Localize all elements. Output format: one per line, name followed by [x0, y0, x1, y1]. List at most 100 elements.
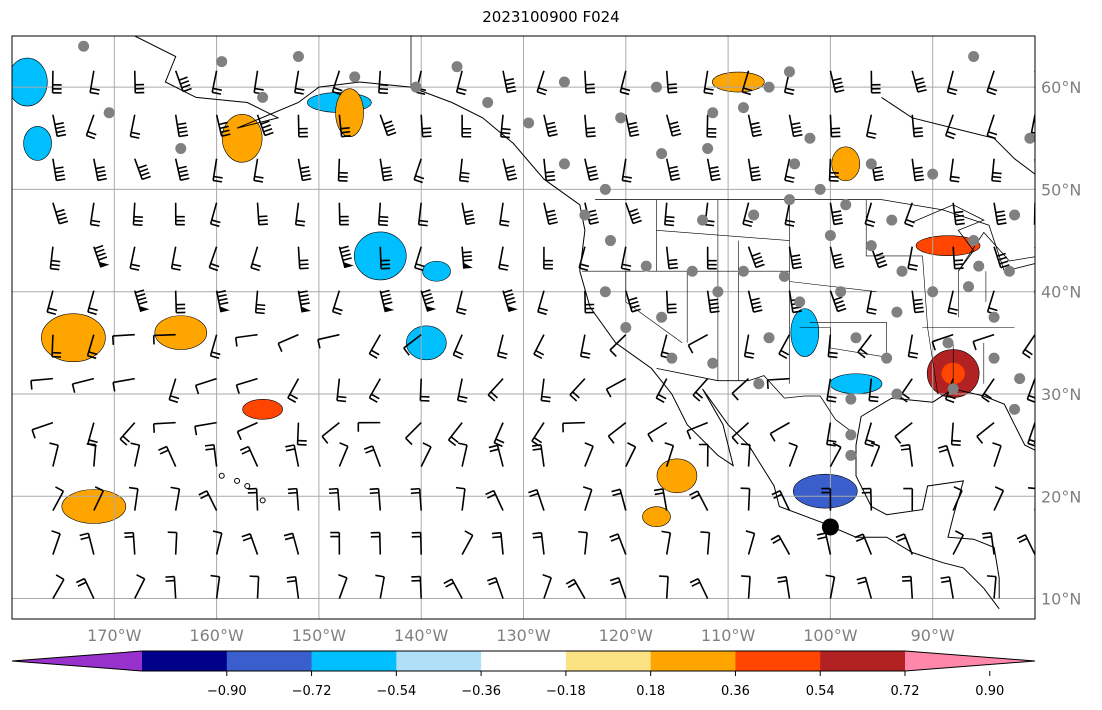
wind-barb	[907, 334, 919, 359]
wind-barb	[294, 202, 306, 227]
wind-barb	[134, 574, 146, 599]
wind-barb	[1021, 334, 1035, 359]
wind-barb	[584, 114, 596, 138]
wind-barb	[287, 487, 300, 511]
station-dot	[666, 352, 678, 364]
wind-barb	[778, 334, 791, 359]
wind-barb	[461, 246, 473, 269]
wind-barb	[947, 290, 958, 315]
wind-barb	[336, 378, 347, 403]
wind-barb	[578, 246, 590, 272]
wind-barb	[950, 422, 961, 446]
wind-barb	[215, 290, 230, 313]
wind-barb	[370, 531, 382, 555]
wind-barb	[911, 70, 927, 93]
wind-barb	[698, 443, 709, 467]
station-dot	[558, 76, 570, 88]
wind-barb	[747, 246, 765, 269]
wind-barb	[174, 158, 190, 181]
wind-barb	[686, 421, 708, 440]
wind-barb	[75, 577, 95, 599]
wind-barb	[87, 290, 98, 316]
latitude-axis: 10°N 20°N 30°N 40°N 50°N 60°N	[1041, 78, 1081, 608]
station-dot	[604, 235, 616, 247]
wind-barb	[543, 114, 558, 137]
wind-barb	[976, 421, 995, 444]
wind-barb	[51, 70, 62, 94]
wind-barb	[129, 114, 141, 139]
wind-barb	[170, 246, 182, 271]
wind-barb	[338, 442, 349, 467]
wind-barb	[900, 443, 914, 467]
wind-barb	[209, 334, 221, 360]
wind-barb	[210, 574, 221, 599]
wind-barb	[771, 490, 791, 511]
station-dot	[891, 388, 903, 400]
wind-barb	[742, 202, 753, 228]
wind-barb	[133, 289, 150, 313]
wind-barb	[829, 290, 847, 313]
wind-barb	[455, 70, 467, 96]
lon-tick-label: 90°W	[911, 626, 955, 645]
wind-barb	[498, 246, 509, 271]
wind-barb	[174, 70, 192, 93]
highlight-point	[821, 518, 839, 536]
wind-barb	[86, 334, 98, 360]
wind-barb	[208, 246, 220, 272]
wind-barb	[420, 289, 437, 312]
wind-barb	[134, 158, 151, 181]
colorbar-tick-label: −0.54	[376, 684, 416, 699]
wind-barb	[253, 158, 264, 183]
colorbar-tick-label: 0.18	[636, 684, 665, 699]
colorbar-tick-label: 0.36	[721, 684, 750, 699]
station-dot	[783, 194, 795, 206]
wind-barb	[829, 70, 845, 93]
colorbar-extend-high	[905, 651, 1035, 671]
wind-barb	[661, 530, 672, 555]
wind-barb	[784, 202, 795, 227]
wind-barb	[487, 577, 504, 599]
wind-barb	[158, 445, 177, 467]
wind-barb	[578, 530, 588, 555]
lat-tick-label: 30°N	[1041, 385, 1081, 404]
wind-barb	[991, 158, 1002, 183]
wind-barb	[321, 421, 340, 444]
field-region	[642, 506, 671, 528]
station-dot	[620, 322, 632, 333]
wind-barb	[609, 533, 627, 555]
lon-tick-label: 170°W	[87, 626, 142, 645]
wind-barb	[93, 158, 107, 182]
wind-barb	[330, 531, 341, 555]
wind-barb	[584, 70, 596, 94]
wind-barb	[931, 333, 954, 351]
wind-barb	[89, 70, 100, 95]
station-dot	[927, 286, 939, 298]
wind-barb	[297, 158, 312, 182]
wind-barb	[338, 245, 354, 269]
wind-barb	[174, 202, 185, 226]
wind-barb	[992, 442, 1002, 467]
station-dot	[794, 296, 806, 308]
station-dot	[292, 50, 304, 62]
wind-barb	[625, 114, 640, 138]
wind-barb	[870, 70, 881, 94]
wind-barb	[584, 442, 594, 467]
station-dot	[865, 158, 877, 170]
field-region	[12, 57, 48, 107]
colorbar-tick-label: −0.36	[461, 684, 501, 699]
station-dot	[599, 183, 611, 195]
station-dot	[988, 352, 1000, 364]
island	[259, 497, 266, 504]
wind-barb	[743, 334, 755, 359]
wind-barb	[829, 114, 841, 138]
wind-barb	[986, 114, 998, 140]
wind-barb	[854, 533, 873, 555]
wind-barb	[456, 378, 468, 403]
wind-barb	[297, 114, 308, 138]
wind-barb	[952, 202, 965, 226]
wind-barb	[952, 486, 963, 511]
wind-barb	[665, 290, 677, 314]
wind-barb	[194, 377, 217, 395]
wind-barb	[488, 444, 504, 467]
wind-barb	[619, 70, 631, 96]
